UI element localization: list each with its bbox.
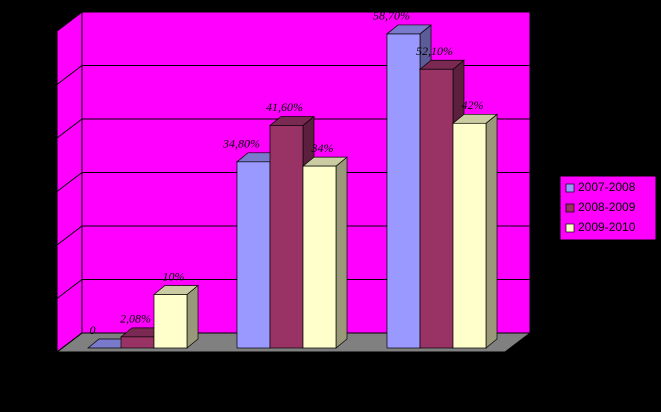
bar: [452, 122, 487, 349]
legend-swatch: [565, 203, 575, 213]
legend-swatch: [565, 183, 575, 193]
bar-side: [335, 156, 348, 349]
grid-line: [56, 332, 530, 353]
value-label: 10%: [163, 269, 185, 283]
grid-line: [56, 65, 530, 85]
value-label: 42%: [462, 98, 484, 112]
grid-line: [56, 118, 530, 139]
bar-side: [485, 113, 498, 349]
legend: [559, 175, 657, 241]
legend-label: 2009-2010: [578, 220, 636, 234]
value-label: 0: [90, 323, 96, 337]
legend-label: 2007-2008: [578, 180, 636, 194]
value-label: 41,60%: [266, 100, 303, 114]
bar: [153, 294, 188, 349]
bar: [386, 33, 421, 349]
legend-swatch: [565, 223, 575, 233]
bar-side: [186, 284, 199, 349]
legend-label: 2008-2009: [578, 200, 636, 214]
grid-line: [56, 279, 530, 299]
value-label: 2,08%: [120, 312, 151, 326]
bar: [236, 161, 271, 349]
value-label: 58,70%: [373, 9, 410, 23]
bar: [120, 336, 155, 349]
bar: [269, 125, 304, 349]
grid-line: [56, 11, 530, 32]
value-label: 34%: [311, 141, 334, 155]
value-label: 52,10%: [416, 44, 453, 58]
bar: [419, 68, 454, 349]
grid-line: [56, 225, 530, 246]
grid-line: [56, 172, 530, 192]
value-label: 34,80%: [222, 137, 260, 151]
bar: [302, 165, 337, 349]
